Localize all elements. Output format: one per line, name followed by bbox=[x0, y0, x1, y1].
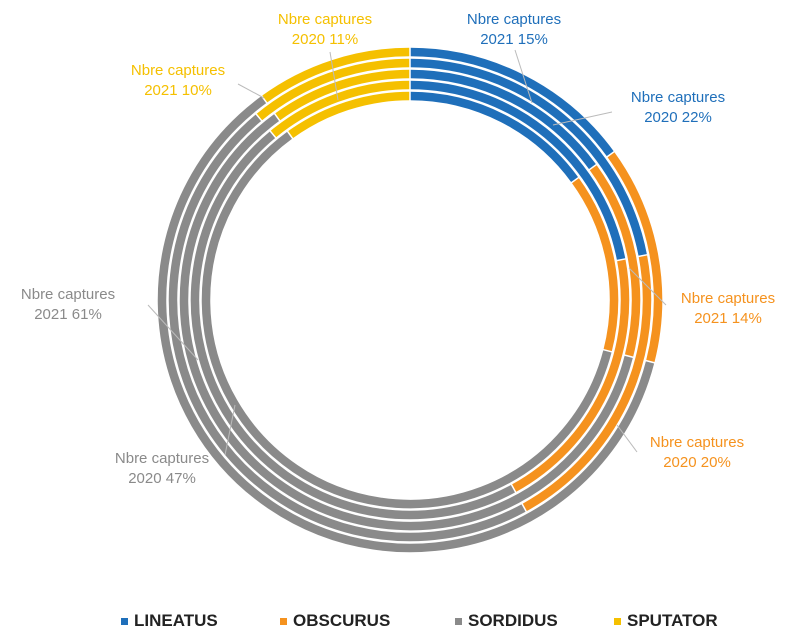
legend: LINEATUS OBSCURUS SORDIDUS SPUTATOR bbox=[121, 611, 718, 630]
segment-separator bbox=[269, 130, 277, 139]
ring-3-segment-obscurus bbox=[589, 164, 641, 358]
ring-2-segment-sputator bbox=[256, 58, 411, 121]
ring-3-segment-lineatus bbox=[409, 69, 597, 170]
segment-separator bbox=[521, 503, 528, 513]
segment-separator bbox=[273, 112, 281, 122]
leader-line bbox=[616, 424, 638, 453]
leader-line bbox=[147, 304, 199, 361]
ring-3-segment-sputator bbox=[274, 69, 411, 121]
legend-swatch-lineatus bbox=[121, 618, 128, 625]
data-label-5: Nbre captures 2020 47% bbox=[115, 450, 209, 487]
data-label-line1: Nbre captures bbox=[467, 11, 561, 28]
leader-line bbox=[237, 83, 265, 99]
data-label-line2: 2021 14% bbox=[694, 310, 762, 327]
ring-5-segment-sputator bbox=[287, 91, 411, 139]
chart-rings bbox=[157, 47, 663, 553]
data-label-6: Nbre captures 2021 61% bbox=[21, 286, 115, 323]
data-label-line1: Nbre captures bbox=[650, 434, 744, 451]
leader-line bbox=[514, 49, 533, 104]
ring-5-segment-sordidus bbox=[201, 131, 612, 509]
segment-separator bbox=[588, 163, 598, 171]
ring-2-segment-sordidus bbox=[168, 114, 527, 542]
segment-separator bbox=[255, 113, 263, 122]
data-label-line2: 2021 15% bbox=[480, 31, 548, 48]
data-label-7: Nbre captures 2021 10% bbox=[131, 62, 225, 99]
legend-swatch-sputator bbox=[614, 618, 621, 625]
ring-4-segment-obscurus bbox=[511, 258, 630, 493]
data-label-line1: Nbre captures bbox=[131, 62, 225, 79]
ring-4-segment-lineatus bbox=[409, 80, 626, 261]
data-labels: Nbre captures 2021 15% Nbre captures 2020 2… bbox=[21, 11, 775, 487]
data-label-line1: Nbre captures bbox=[631, 89, 725, 106]
data-label-4: Nbre captures 2020 20% bbox=[650, 434, 744, 471]
segment-separator bbox=[637, 253, 648, 258]
data-label-line2: 2020 11% bbox=[292, 31, 358, 48]
data-label-line1: Nbre captures bbox=[21, 286, 115, 303]
segment-separator bbox=[510, 483, 517, 493]
leader-line bbox=[628, 267, 667, 306]
ring-2-segment-lineatus bbox=[409, 58, 647, 257]
leader-line bbox=[329, 51, 339, 101]
data-label-line1: Nbre captures bbox=[278, 11, 372, 28]
data-label-1: Nbre captures 2021 15% bbox=[467, 11, 561, 48]
legend-label-lineatus: LINEATUS bbox=[134, 611, 218, 630]
ring-5-segment-lineatus bbox=[409, 91, 579, 183]
segment-separator bbox=[286, 130, 294, 140]
label-leader-lines bbox=[147, 49, 667, 456]
segment-separator bbox=[645, 359, 655, 364]
data-label-line2: 2021 10% bbox=[144, 82, 212, 99]
ring-3-segment-sordidus bbox=[179, 113, 634, 531]
leader-line bbox=[224, 404, 236, 456]
ring-5-segment-obscurus bbox=[571, 177, 619, 352]
segment-separator bbox=[624, 354, 634, 359]
ring-1-segment-sputator bbox=[261, 47, 411, 103]
legend-swatch-obscurus bbox=[280, 618, 287, 625]
data-label-line2: 2020 22% bbox=[644, 109, 712, 126]
legend-swatch-sordidus bbox=[455, 618, 462, 625]
data-label-3: Nbre captures 2021 14% bbox=[681, 290, 775, 327]
data-label-2: Nbre captures 2020 22% bbox=[631, 89, 725, 126]
data-label-line2: 2020 20% bbox=[663, 454, 731, 471]
data-label-line1: Nbre captures bbox=[115, 450, 209, 467]
segment-separator bbox=[602, 348, 613, 353]
data-label-line1: Nbre captures bbox=[681, 290, 775, 307]
leader-line bbox=[552, 111, 613, 126]
ring-2-segment-obscurus bbox=[522, 254, 652, 512]
legend-label-obscurus: OBSCURUS bbox=[293, 611, 390, 630]
ring-1-segment-lineatus bbox=[409, 47, 615, 157]
data-label-line2: 2020 47% bbox=[128, 470, 196, 487]
segment-separator bbox=[616, 258, 626, 262]
legend-label-sputator: SPUTATOR bbox=[627, 611, 718, 630]
segment-separator bbox=[570, 176, 580, 184]
legend-label-sordidus: SORDIDUS bbox=[468, 611, 558, 630]
ring-1-segment-obscurus bbox=[607, 151, 663, 363]
segment-separator bbox=[606, 150, 615, 158]
data-label-8: Nbre captures 2020 11% bbox=[278, 11, 372, 48]
ring-1-segment-sordidus bbox=[157, 95, 655, 553]
data-label-line2: 2021 61% bbox=[34, 306, 102, 323]
